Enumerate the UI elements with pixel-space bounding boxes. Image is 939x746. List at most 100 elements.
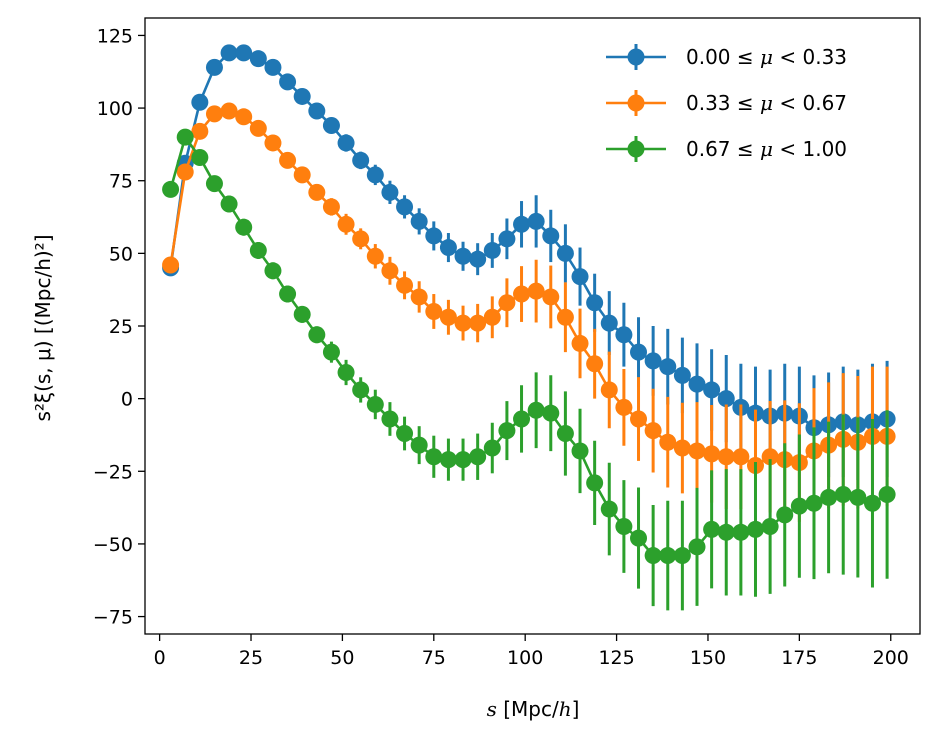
data-point: [205, 58, 223, 76]
data-point: [205, 175, 223, 193]
data-point: [542, 227, 560, 245]
x-tick-label: 200: [873, 647, 909, 669]
data-point: [249, 50, 267, 68]
data-point: [235, 108, 253, 126]
data-point: [615, 517, 633, 535]
legend-label: 0.67 ≤ μ < 1.00: [686, 137, 847, 161]
data-point: [439, 451, 457, 469]
data-point: [337, 134, 355, 152]
data-point: [279, 151, 297, 169]
data-point: [249, 119, 267, 137]
data-point: [717, 448, 735, 466]
x-tick-label: 175: [781, 647, 817, 669]
x-tick-label: 75: [422, 647, 446, 669]
data-point: [673, 547, 691, 565]
data-point: [279, 73, 297, 91]
data-point: [673, 439, 691, 457]
y-tick-label: −50: [93, 534, 133, 556]
legend-label: 0.33 ≤ μ < 0.67: [686, 91, 847, 115]
legend-marker: [627, 140, 645, 158]
legend-entry: 0.00 ≤ μ < 0.33: [606, 44, 847, 70]
data-point: [279, 285, 297, 303]
data-point: [732, 448, 750, 466]
data-point: [586, 474, 604, 492]
data-point: [381, 183, 399, 201]
data-point: [483, 241, 501, 259]
data-point: [176, 128, 194, 146]
data-point: [556, 244, 574, 262]
y-tick-label: 0: [121, 389, 133, 411]
data-point: [600, 381, 618, 399]
data-point: [673, 366, 691, 384]
legend-marker: [627, 94, 645, 112]
data-point: [688, 375, 706, 393]
data-point: [556, 425, 574, 443]
data-point: [454, 451, 472, 469]
data-point: [600, 500, 618, 518]
legend: 0.00 ≤ μ < 0.33 0.33 ≤ μ < 0.67 0.67 ≤ μ <…: [606, 44, 847, 162]
data-point: [396, 198, 414, 216]
y-tick-label: −75: [93, 607, 133, 629]
data-point: [191, 93, 209, 111]
y-tick-label: 100: [97, 98, 133, 120]
data-point: [527, 401, 545, 419]
data-point: [308, 102, 326, 120]
data-point: [717, 523, 735, 541]
data-point: [498, 294, 516, 312]
data-point: [469, 314, 487, 332]
data-point: [703, 520, 721, 538]
data-point: [776, 506, 794, 524]
data-point: [425, 302, 443, 320]
data-point: [337, 363, 355, 381]
data-point: [220, 195, 238, 213]
y-tick-label: 50: [109, 243, 133, 265]
data-point: [644, 547, 662, 565]
data-point: [688, 442, 706, 460]
data-point: [191, 122, 209, 140]
data-point: [308, 183, 326, 201]
data-point: [615, 398, 633, 416]
data-point: [513, 215, 531, 233]
data-point: [630, 529, 648, 547]
x-axis-label: s [Mpc/h]: [487, 697, 580, 721]
data-point: [761, 517, 779, 535]
data-point: [790, 497, 808, 515]
data-point: [381, 410, 399, 428]
data-point: [162, 256, 180, 274]
data-point: [527, 212, 545, 230]
data-point: [366, 166, 384, 184]
x-tick-label: 100: [507, 647, 543, 669]
y-axis-label: s²ξ(s, μ) [(Mpc/h)²]: [31, 234, 55, 421]
x-tick-label: 25: [239, 647, 263, 669]
data-point: [322, 198, 340, 216]
data-point: [805, 494, 823, 512]
data-point: [659, 358, 677, 376]
data-point: [659, 547, 677, 565]
data-point: [264, 134, 282, 152]
data-point: [366, 395, 384, 413]
data-point: [527, 282, 545, 300]
series-3: [162, 128, 896, 611]
data-point: [732, 523, 750, 541]
data-point: [498, 422, 516, 440]
data-point: [498, 230, 516, 248]
data-point: [688, 538, 706, 556]
data-point: [352, 230, 370, 248]
x-tick-label: 0: [154, 647, 166, 669]
data-point: [849, 488, 867, 506]
data-point: [513, 410, 531, 428]
data-point: [366, 247, 384, 265]
data-point: [761, 448, 779, 466]
data-point: [308, 326, 326, 344]
data-point: [571, 334, 589, 352]
data-point: [410, 436, 428, 454]
data-point: [293, 305, 311, 323]
data-point: [454, 314, 472, 332]
y-tick-label: 25: [109, 316, 133, 338]
data-point: [235, 218, 253, 236]
data-point: [878, 486, 896, 504]
data-point: [235, 44, 253, 62]
y-tick-label: −25: [93, 461, 133, 483]
x-tick-label: 150: [690, 647, 726, 669]
data-point: [322, 343, 340, 361]
